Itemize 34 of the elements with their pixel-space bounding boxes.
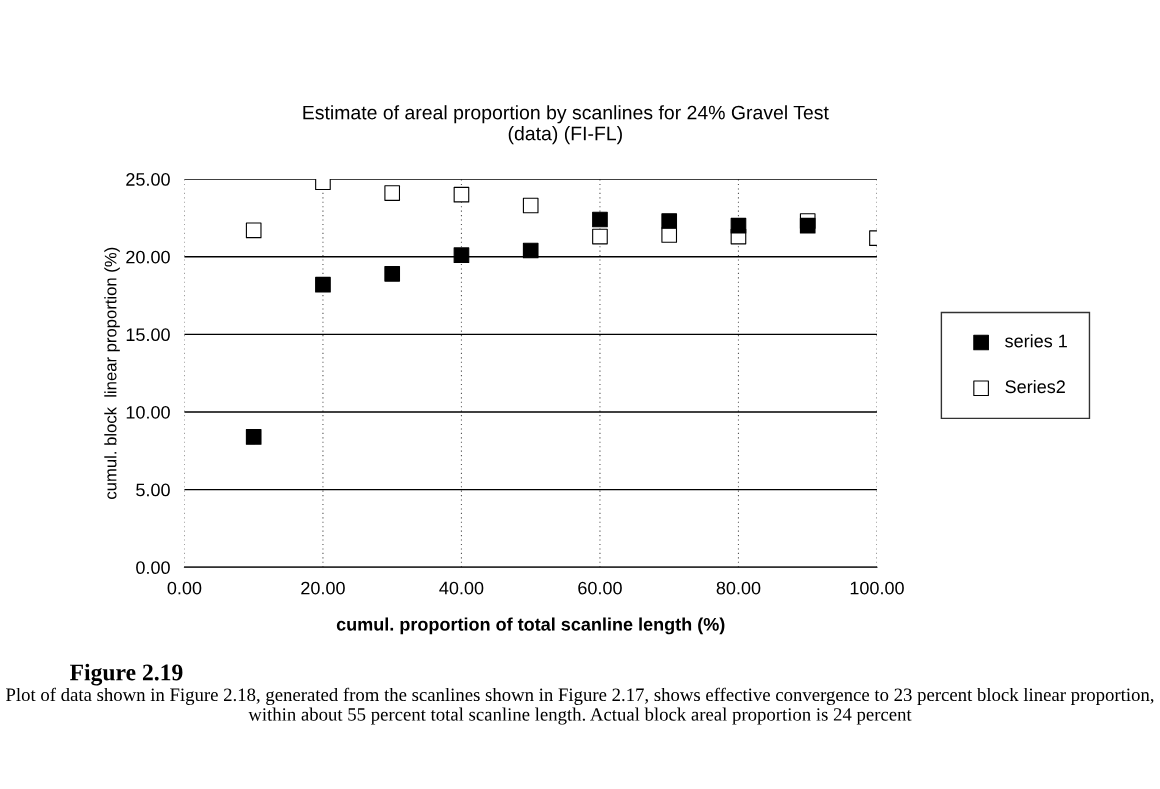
y-axis-title: cumul. block linear proportion (%) [104, 247, 120, 499]
y-tick-label: 10.00 [126, 405, 170, 419]
x-tick-label: 20.00 [301, 581, 345, 595]
point [730, 217, 747, 234]
point [522, 242, 539, 259]
chart-title: Estimate of areal proportion by scanlines for 24% Gravel Test (data) (FI-FL) [303, 105, 829, 145]
caption: Figure 2.19 [70, 663, 183, 686]
point [453, 247, 470, 264]
point [661, 213, 678, 229]
x-axis-title: cumul. proportion of total scanline length (%) [336, 617, 725, 635]
text: Plot of data shown in Figure 2.18, generated from the scanlines shown in Figure 2.17, shows effective convergence to 23 percent block linear proportion, within about 55 percent total scanline length. Actual block areal proportion is 24 percent [6, 687, 1154, 725]
point [245, 222, 262, 239]
x-tick-label: 0.00 [167, 581, 202, 595]
point [384, 185, 401, 201]
point [799, 217, 816, 234]
point [384, 265, 401, 282]
point [661, 227, 678, 243]
y-tick-label: 25.00 [126, 173, 170, 186]
y-tick-label: 15.00 [126, 328, 170, 342]
y-tick-label: 0.00 [136, 561, 170, 575]
x-tick-label: 60.00 [578, 581, 622, 595]
legend-label: Series2 [1005, 379, 1065, 394]
y-tick-label: 5.00 [136, 483, 170, 497]
point [522, 197, 539, 214]
point [592, 211, 608, 228]
legend-label: series 1 [1005, 334, 1067, 348]
point [315, 276, 331, 293]
x-tick-label: 80.00 [716, 581, 761, 595]
x-tick-label: 100.00 [850, 581, 904, 595]
point [592, 228, 608, 245]
y-tick-label: 20.00 [126, 250, 170, 264]
x-tick-label: 40.00 [439, 581, 484, 595]
point [245, 429, 262, 445]
point [453, 186, 470, 203]
